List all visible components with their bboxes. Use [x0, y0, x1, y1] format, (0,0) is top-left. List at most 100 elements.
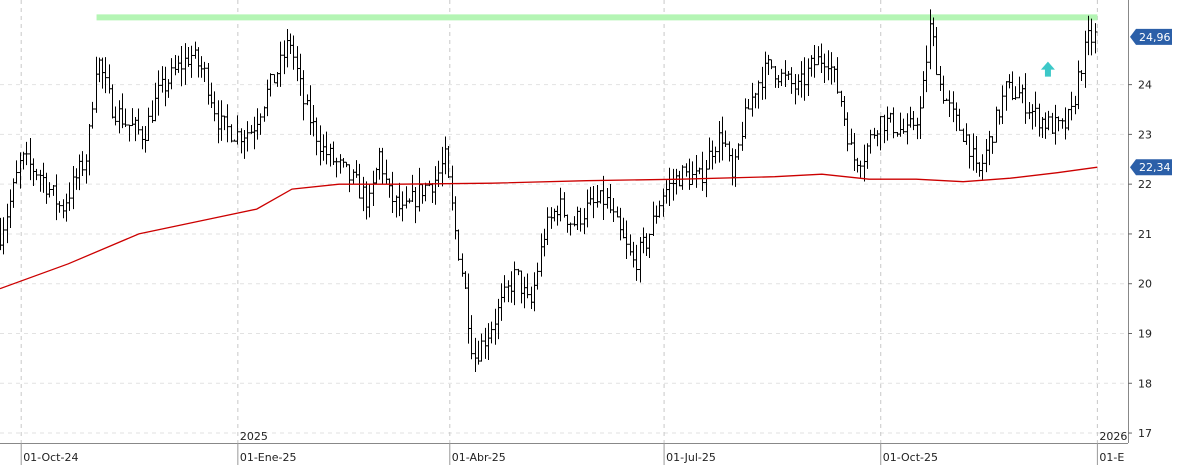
ohlc-bar [367, 183, 372, 218]
ohlc-bar [400, 191, 405, 222]
ohlc-bar [1056, 116, 1061, 132]
ohlc-bar [436, 160, 441, 188]
ohlc-bar [103, 57, 108, 94]
arrow-up-icon [1040, 61, 1055, 77]
last-price-badge-label: 24,96 [1139, 31, 1171, 44]
ohlc-bar [835, 57, 840, 94]
ohlc-bar [357, 163, 362, 199]
ohlc-bar [512, 261, 517, 306]
ohlc-bar [525, 273, 530, 299]
ohlc-bar [90, 101, 95, 129]
ohlc-bar [657, 200, 662, 218]
x-tick-label: 01-Jul-25 [666, 451, 716, 464]
ohlc-bar [469, 315, 474, 360]
ohlc-bar [1079, 70, 1084, 81]
ohlc-bar [423, 182, 428, 202]
ohlc-bar [624, 220, 629, 259]
ohlc-bar [822, 53, 827, 84]
ohlc-bar [390, 171, 395, 214]
ohlc-bar [479, 333, 484, 362]
ohlc-bar [545, 207, 550, 245]
ohlc-bar [446, 145, 451, 179]
ohlc-bar [878, 116, 883, 151]
ohlc-bar [591, 186, 596, 219]
ohlc-bar [1023, 73, 1028, 124]
x-tick-label: 01-Oct-25 [883, 451, 938, 464]
ohlc-bar [1069, 91, 1074, 121]
ohlc-bar [258, 113, 263, 135]
ohlc-bar [502, 275, 507, 303]
ohlc-bar [1, 217, 6, 255]
y-axis: 17 18 19 20 21 22 23 24 [1128, 0, 1152, 443]
ohlc-bar [268, 73, 273, 97]
ohlc-bar [647, 233, 652, 259]
ohlc-bar [957, 108, 962, 131]
ohlc-bar [489, 321, 494, 344]
ohlc-bar [746, 99, 751, 110]
ohlc-bar [278, 41, 283, 87]
ohlc-bar [568, 222, 573, 236]
grid-lines [0, 0, 1128, 443]
y-tick-label: 21 [1138, 228, 1152, 241]
y-tick-label: 18 [1138, 377, 1152, 390]
ohlc-bar [601, 175, 606, 221]
ohlc-bar [1013, 86, 1018, 100]
ohlc-bar [47, 182, 52, 198]
ohlc-bar [57, 201, 62, 213]
ohlc-bar [611, 198, 616, 222]
ohlc-bar [189, 45, 194, 78]
ohlc-bar [634, 244, 639, 281]
ohlc-bar [123, 108, 128, 128]
ohlc-bar [845, 112, 850, 152]
ohlc-bar [990, 136, 995, 154]
ma-price-badge-label: 22,34 [1139, 161, 1171, 174]
ohlc-bar [169, 58, 174, 90]
ohlc-bar [558, 187, 563, 222]
ohlc-bar [212, 91, 217, 122]
ohlc-bar [756, 80, 761, 109]
ohlc-bar [858, 160, 863, 178]
ohlc-bar [456, 229, 461, 261]
ohlc-bar [1093, 23, 1098, 54]
ohlc-bar [225, 104, 230, 143]
ohlc-bar [146, 107, 151, 142]
ohlc-bar [347, 164, 352, 193]
ohlc-bar [934, 27, 939, 76]
y-tick-label: 20 [1138, 278, 1152, 291]
moving-average [0, 166, 1098, 290]
ohlc-bar [413, 186, 418, 224]
ohlc-bar [1000, 85, 1005, 125]
ohlc-bar [535, 262, 540, 290]
ohlc-bar [667, 167, 672, 207]
ohlc-bar [911, 110, 916, 131]
last-price-badge: 24,96 [1130, 28, 1172, 45]
x-tick-label: 01-E [1099, 451, 1124, 464]
ohlc-bar [1046, 110, 1051, 131]
ohlc-bar [723, 130, 728, 147]
ohlc-bar [891, 107, 896, 139]
x-tick-label: 01-Abr-25 [452, 451, 506, 464]
ohlc-bar [202, 61, 207, 82]
ohlc-bar [789, 67, 794, 94]
ohlc-bar [901, 118, 906, 134]
ohlc-bar [245, 121, 250, 152]
ohlc-bar [14, 160, 19, 184]
ohlc-bar [680, 165, 685, 190]
arrow-shape [1040, 61, 1055, 77]
ma-price-badge: 22,34 [1130, 159, 1172, 176]
x-axis: 01-Oct-24 01-Ene-25 01-Abr-25 01-Jul-25 01-O… [0, 430, 1128, 465]
ohlc-bar [980, 154, 985, 180]
ohlc-bar [113, 106, 118, 126]
ohlc-bar [812, 44, 817, 78]
x-year-label: 2026 [1099, 430, 1127, 443]
ohlc-bar [291, 35, 296, 70]
ohlc-bar [779, 68, 784, 86]
ohlc-bar [713, 146, 718, 164]
ohlc-bar [301, 70, 306, 121]
ohlc-bar [156, 70, 161, 116]
ohlc-bar [700, 151, 705, 191]
ohlc-bar [324, 131, 329, 165]
y-tick-label: 24 [1138, 79, 1152, 92]
